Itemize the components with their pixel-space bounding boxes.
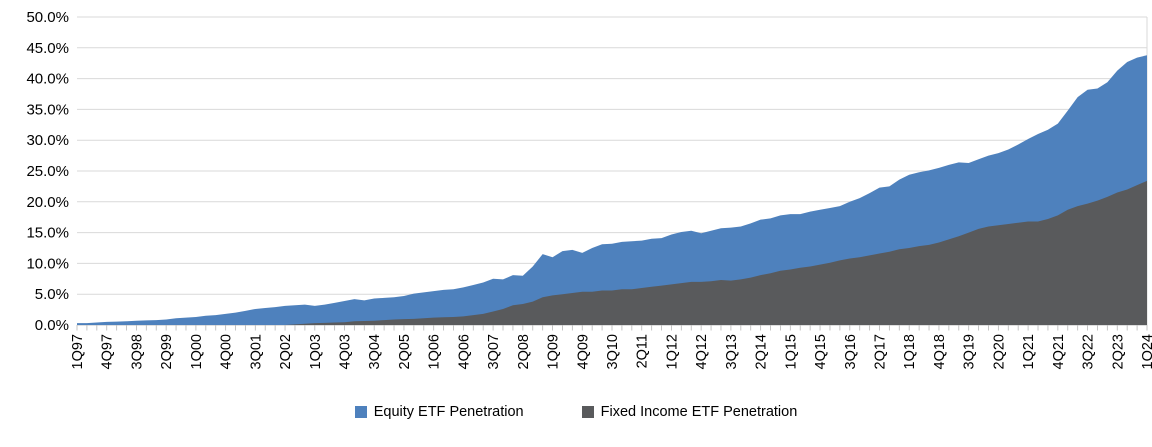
chart-legend: Equity ETF Penetration Fixed Income ETF …	[0, 399, 1152, 425]
x-axis-tick-label: 3Q10	[605, 334, 621, 369]
x-axis-tick-label: 3Q16	[843, 334, 859, 369]
x-axis-tick-label: 2Q05	[397, 334, 413, 369]
x-axis-tick-label: 2Q02	[278, 334, 294, 369]
x-axis-tick-label: 1Q00	[189, 334, 205, 369]
y-axis-tick-label: 40.0%	[26, 71, 69, 88]
x-axis-tick-label: 4Q97	[100, 334, 116, 369]
x-axis-tick-label: 2Q17	[873, 334, 889, 369]
x-axis-tick-label: 3Q22	[1081, 334, 1097, 369]
x-axis-tick-label: 3Q04	[367, 334, 383, 369]
x-axis-tick-label: 4Q18	[932, 334, 948, 369]
x-axis-tick-label: 3Q07	[486, 334, 502, 369]
x-axis-tick-label: 4Q12	[694, 334, 710, 369]
y-axis-tick-label: 5.0%	[35, 286, 69, 303]
x-axis-tick-label: 3Q19	[962, 334, 978, 369]
legend-label-equity: Equity ETF Penetration	[373, 404, 524, 420]
x-axis-tick-label: 1Q15	[783, 334, 799, 369]
x-axis-tick-label: 1Q24	[1140, 334, 1152, 369]
x-axis-tick-label: 1Q12	[664, 334, 680, 369]
fixed-income-series-swatch-icon	[581, 406, 594, 418]
y-axis-tick-label: 30.0%	[26, 132, 69, 149]
x-axis-tick-label: 3Q13	[724, 334, 740, 369]
x-axis-tick-label: 4Q21	[1051, 334, 1067, 369]
x-axis-tick-label: 4Q15	[813, 334, 829, 369]
x-axis-tick-label: 4Q03	[338, 334, 354, 369]
y-axis-tick-label: 0.0%	[35, 317, 69, 334]
x-axis-tick-label: 3Q98	[129, 334, 145, 369]
y-axis-tick-label: 35.0%	[26, 101, 69, 118]
fixed-income-penetration-area	[77, 180, 1147, 325]
y-axis-tick-label: 50.0%	[26, 9, 69, 26]
x-axis-tick-label: 1Q06	[427, 334, 443, 369]
legend-item-fixed-income: Fixed Income ETF Penetration	[581, 404, 798, 420]
etf-penetration-area-chart: 0.0% 5.0% 10.0% 15.0% 20.0% 25.0% 30.0% 35.0% 40…	[26, 9, 1152, 369]
x-axis-tick-label: 2Q11	[635, 334, 651, 368]
x-axis-tick-label: 1Q03	[308, 334, 324, 369]
y-axis-tick-label: 20.0%	[26, 194, 69, 211]
y-axis-tick-label: 15.0%	[26, 225, 69, 242]
x-axis-tick-label: 3Q01	[248, 334, 264, 369]
x-axis-tick-label: 4Q06	[456, 334, 472, 369]
x-axis-tick-label: 2Q14	[754, 334, 770, 369]
x-axis-tick-label: 4Q00	[219, 334, 235, 369]
equity-series-swatch-icon	[354, 406, 367, 418]
legend-item-equity: Equity ETF Penetration	[354, 404, 524, 420]
x-axis-tick-label: 2Q23	[1110, 334, 1126, 369]
x-axis-tick-label: 4Q09	[575, 334, 591, 369]
x-axis-tick-label: 2Q20	[991, 334, 1007, 369]
y-axis-tick-label: 25.0%	[26, 163, 69, 180]
x-axis-tick-label: 1Q18	[902, 334, 918, 369]
x-axis-tick-label: 1Q97	[70, 334, 86, 369]
x-axis-tick-label: 1Q21	[1021, 334, 1037, 369]
x-axis-tick-label: 2Q08	[516, 334, 532, 369]
x-axis-tick-label: 2Q99	[159, 334, 175, 369]
y-axis-tick-label: 45.0%	[26, 40, 69, 57]
x-axis-tick-label: 1Q09	[546, 334, 562, 369]
y-axis-tick-label: 10.0%	[26, 255, 69, 272]
legend-label-fixed-income: Fixed Income ETF Penetration	[600, 404, 798, 420]
